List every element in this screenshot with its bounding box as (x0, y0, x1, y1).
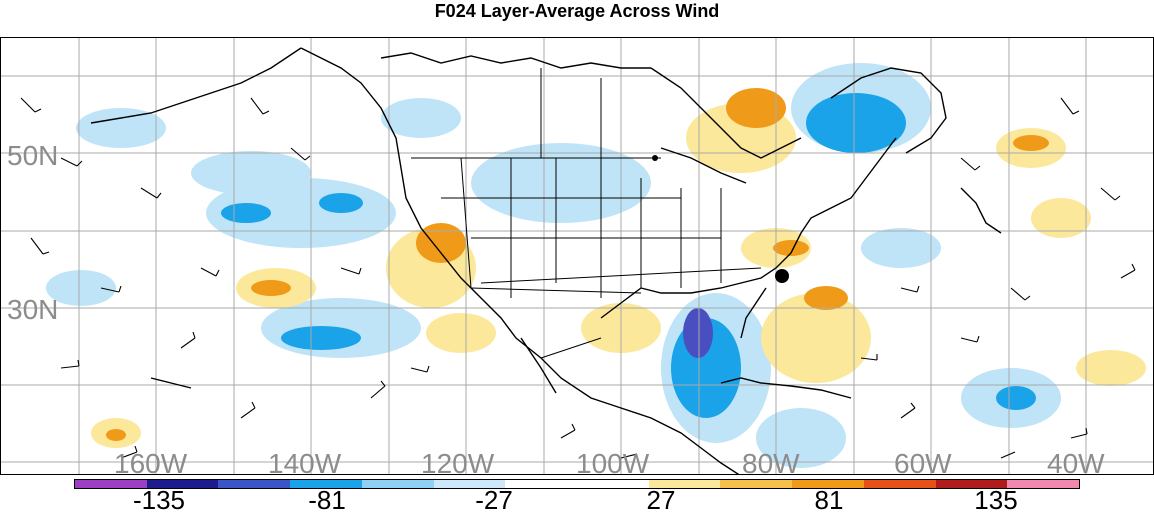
lon-label-160w: 160W (114, 448, 188, 475)
shade-blue-light (861, 228, 941, 268)
colorbar-bin (648, 480, 721, 488)
lat-label-50n: 50N (7, 140, 59, 171)
shade-blue-light (46, 270, 116, 306)
lon-label-40w: 40W (1047, 448, 1105, 475)
shade-blue-mid (281, 326, 361, 350)
colorbar-bin (361, 480, 434, 488)
shade-yellow (761, 293, 871, 383)
shade-blue-dark (683, 308, 713, 358)
colorbar-bin (935, 480, 1008, 488)
shade-blue-light (756, 408, 846, 468)
shade-orange (251, 280, 291, 296)
colorbar-label: 81 (814, 485, 844, 515)
shade-blue-mid (221, 203, 271, 223)
shade-yellow (1031, 198, 1091, 238)
colorbar-bin (290, 480, 362, 488)
colorbar-bin (505, 480, 578, 488)
colorbar-bin (577, 480, 649, 488)
political-borders (411, 68, 762, 359)
colorbar-label: 135 (974, 485, 1018, 515)
shade-blue-mid (319, 193, 363, 213)
shade-orange (726, 88, 786, 128)
shade-orange (106, 429, 126, 441)
colorbar-bin (433, 480, 506, 488)
colorbar-bin (863, 480, 936, 488)
map-panel: 50N 30N 160W 140W 120W 100W 80W 60W 40W (0, 37, 1154, 475)
wind-barbs (20, 97, 1136, 459)
shade-orange (773, 240, 809, 256)
station-marker (652, 155, 658, 161)
lat-label-30n: 30N (7, 294, 59, 325)
shade-blue-light (76, 108, 166, 148)
colorbar-bin (218, 480, 291, 488)
shade-blue-light (471, 143, 651, 223)
shade-yellow (1076, 350, 1146, 386)
lon-label-140w: 140W (268, 448, 342, 475)
shade-blue-mid (996, 386, 1036, 410)
shade-yellow (426, 313, 496, 353)
chart-title: F024 Layer-Average Across Wind (434, 1, 720, 21)
lon-label-60w: 60W (894, 448, 952, 475)
shade-orange (416, 223, 466, 263)
colorbar-bin (720, 480, 793, 488)
lon-label-100w: 100W (576, 448, 650, 475)
shade-orange (804, 286, 848, 310)
colorbar-label: 27 (646, 485, 676, 515)
coastlines (90, 47, 1002, 474)
colorbar-label: -81 (308, 485, 346, 515)
colorbar-label: -135 (132, 485, 186, 515)
colorbar-bin (1007, 480, 1080, 488)
colorbar-label: -27 (475, 485, 513, 515)
shade-blue-light (191, 151, 311, 195)
colorbar-bin (75, 480, 147, 488)
lon-label-80w: 80W (742, 448, 800, 475)
colorbar (74, 479, 1080, 489)
station-marker (775, 269, 789, 283)
shade-orange (1013, 135, 1049, 151)
lon-label-120w: 120W (421, 448, 495, 475)
colorbar-bin (146, 480, 219, 488)
colorbar-bin (792, 480, 864, 488)
graticule (1, 38, 1153, 474)
shade-blue-light (381, 98, 461, 138)
shade-blue-mid (806, 93, 906, 153)
map-canvas (1, 38, 1153, 474)
shading-layer (46, 63, 1146, 468)
